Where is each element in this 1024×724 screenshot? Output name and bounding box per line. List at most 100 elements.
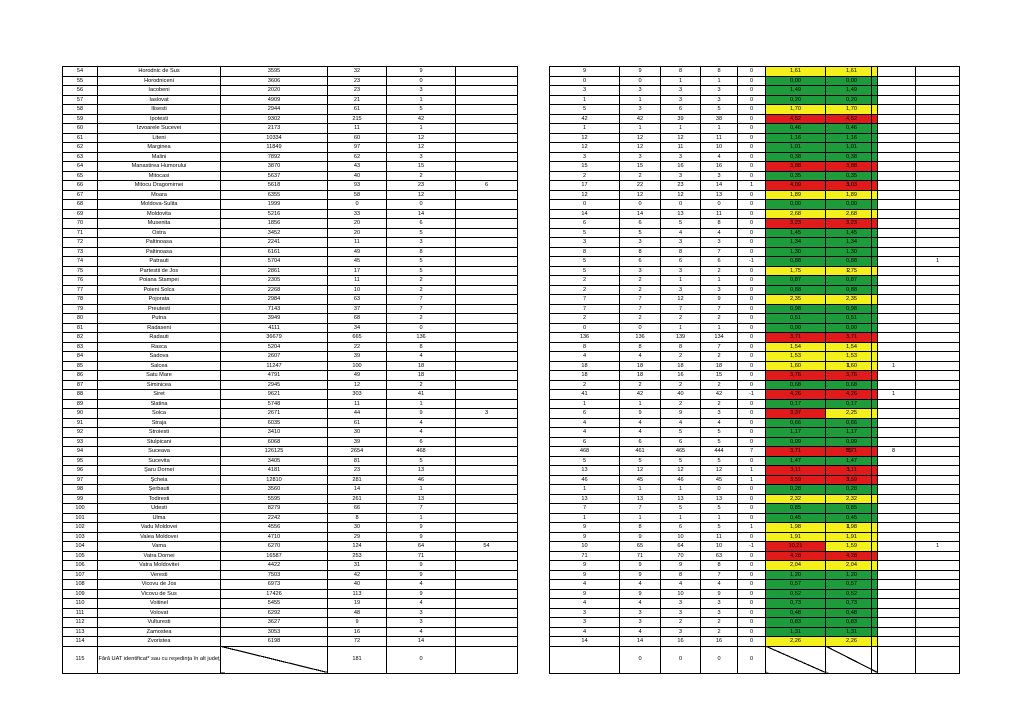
row-number: 93 [62, 436, 98, 447]
table-row: 65 Mitocasi 5637 40 2 2 2 3 3 0 0,35 0,35 [62, 170, 878, 181]
value-g: 7 [700, 341, 738, 352]
value-c [455, 417, 518, 428]
row-number: 62 [62, 142, 98, 153]
value-a: 34 [327, 322, 387, 333]
value-e: 4 [619, 626, 661, 637]
value-f: 12 [660, 294, 701, 305]
table-row: 62 Marginea 11849 97 12 12 12 11 10 0 1,01 1,01 [62, 142, 878, 153]
table-row: 112 Vulturesti 3627 9 3 3 3 2 2 0 0,83 0,83 [62, 617, 878, 628]
row-number: 57 [62, 94, 98, 105]
value-b: 12 [386, 142, 456, 153]
value-f: 465 [660, 446, 701, 457]
row-number: 96 [62, 465, 98, 476]
value-e: 6 [619, 218, 661, 229]
rate-1: 3,11 [765, 465, 826, 476]
locality-name: Sadova [97, 351, 221, 362]
value-a: 23 [327, 465, 387, 476]
rate-1: 1,91 [765, 531, 826, 542]
row-number: 97 [62, 474, 98, 485]
value-g: 8 [700, 66, 738, 77]
locality-name: Partestii de Jos [97, 265, 221, 276]
value-h: 0 [737, 484, 766, 495]
population: 6973 [220, 579, 328, 590]
rate-1: 0,51 [765, 313, 826, 324]
value-f: 2 [660, 398, 701, 409]
value-g: 0 [700, 199, 738, 210]
side-footer-row [825, 645, 960, 674]
value-f: 13 [660, 208, 701, 219]
value-b: 18 [386, 370, 456, 381]
value-f: 11 [660, 142, 701, 153]
locality-name: Radaseni [97, 322, 221, 333]
value-c [455, 436, 518, 447]
row-number: 115 [62, 645, 98, 674]
value-h: 0 [737, 617, 766, 628]
side-value [871, 531, 916, 542]
row-number: 76 [62, 275, 98, 286]
side-value [915, 180, 960, 191]
value-b: 6 [386, 436, 456, 447]
value-d: 2 [549, 379, 620, 390]
rate-1: 10,21 [765, 541, 826, 552]
value-c [455, 218, 518, 229]
value-h: 0 [737, 417, 766, 428]
value-c [455, 94, 518, 105]
value-a: 253 [327, 550, 387, 561]
side-value [871, 503, 916, 514]
population: 2607 [220, 351, 328, 362]
locality-name: Paltinoasa [97, 237, 221, 248]
row-number: 81 [62, 322, 98, 333]
value-b: 12 [386, 132, 456, 143]
value-h: 0 [737, 598, 766, 609]
side-row [825, 636, 960, 647]
rate-1: 3,23 [765, 218, 826, 229]
value-a: 40 [327, 579, 387, 590]
value-c: 6 [455, 180, 518, 191]
value-a: 2654 [327, 446, 387, 457]
value-g: 2 [700, 617, 738, 628]
value-g: 4 [700, 417, 738, 428]
locality-name: Şcheia [97, 474, 221, 485]
value-c [455, 132, 518, 143]
value-f: 7 [660, 303, 701, 314]
value-b: 8 [386, 341, 456, 352]
population: 2984 [220, 294, 328, 305]
population: 2305 [220, 275, 328, 286]
table-row: 54 Horodnic de Sus 3595 32 9 9 9 8 8 0 1,61 1,61 [62, 66, 878, 77]
value-f: 3 [660, 607, 701, 618]
value-d: 13 [549, 465, 620, 476]
rate-1: 1,34 [765, 237, 826, 248]
value-c [455, 85, 518, 96]
value-h: 0 [737, 560, 766, 571]
rate-1: 4,26 [765, 389, 826, 400]
row-number: 111 [62, 607, 98, 618]
value-c [455, 170, 518, 181]
value-a: 44 [327, 408, 387, 419]
locality-name: Siret [97, 389, 221, 400]
side-value [825, 531, 872, 542]
value-e: 3 [619, 85, 661, 96]
value-b: 42 [386, 113, 456, 124]
side-value: 2 [825, 265, 872, 276]
value-f: 2 [660, 379, 701, 390]
row-number: 107 [62, 569, 98, 580]
value-e: 6 [619, 256, 661, 267]
locality-name: Valea Moldovei [97, 531, 221, 542]
row-number: 64 [62, 161, 98, 172]
rate-1: 0,88 [765, 256, 826, 267]
side-value [871, 180, 916, 191]
value-g: 5 [700, 455, 738, 466]
value-g: 4 [700, 151, 738, 162]
table-row: 92 Stroiesti 3410 30 4 4 4 5 5 0 1,17 1,17 [62, 427, 878, 438]
value-d: 5 [549, 227, 620, 238]
value-a: 21 [327, 94, 387, 105]
locality-name: Vadu Moldovei [97, 522, 221, 533]
locality-name: Pojorata [97, 294, 221, 305]
side-value [871, 436, 916, 447]
table-row: 82 Radauti 36679 665 136 136 136 139 134 0 3,71 3,7… [62, 332, 878, 343]
value-c [455, 227, 518, 238]
spacer [517, 294, 550, 304]
side-value [871, 341, 916, 352]
value-h: 1 [737, 465, 766, 476]
side-value [825, 598, 872, 609]
